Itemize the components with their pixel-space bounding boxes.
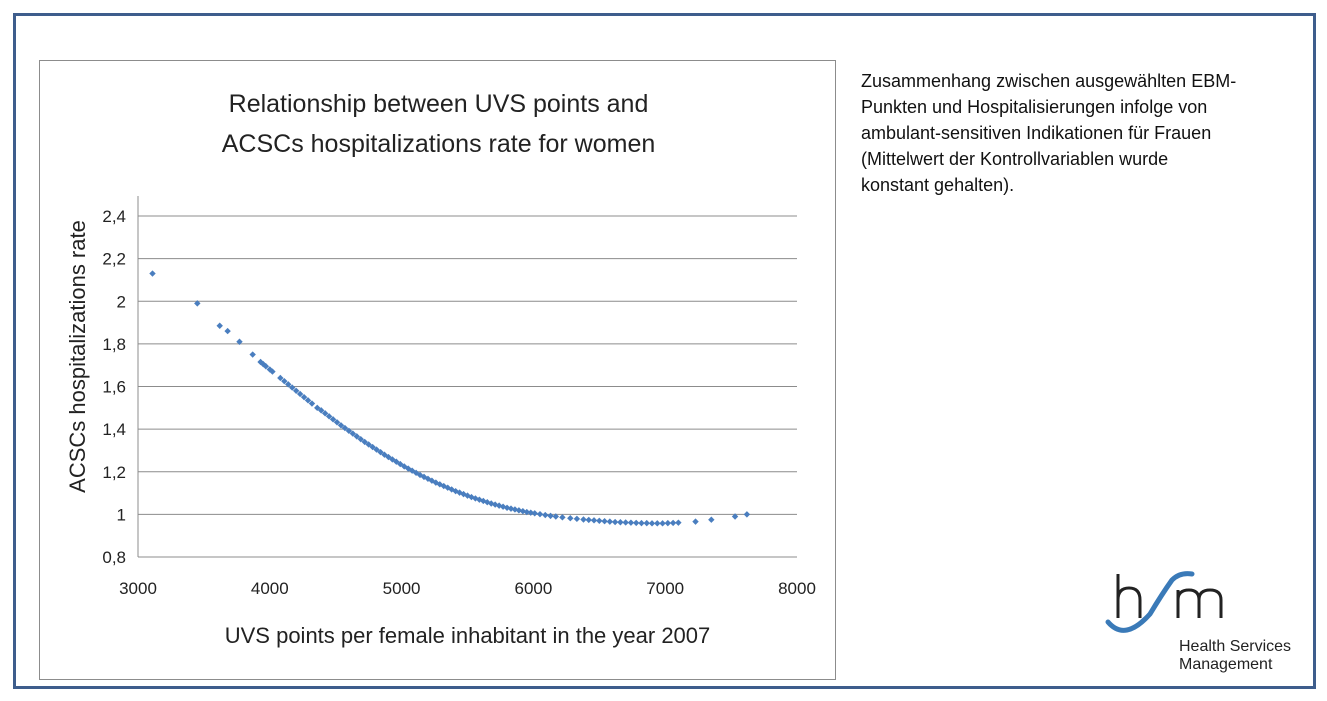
data-point — [515, 507, 523, 514]
data-point — [369, 443, 376, 451]
data-point — [536, 510, 544, 518]
y-axis-label: ACSCs hospitalizations rate — [65, 220, 90, 493]
description-line: (Mittelwert der Kontrollvariablen wurde — [861, 149, 1169, 169]
data-point — [692, 518, 699, 525]
data-point — [308, 400, 316, 407]
y-tick-label: 2,4 — [102, 207, 126, 226]
data-point — [345, 427, 353, 435]
data-point — [314, 404, 321, 412]
chart-title-line-2: ACSCs hospitalizations rate for women — [221, 130, 656, 158]
data-point — [349, 430, 357, 437]
data-point — [194, 300, 201, 307]
data-point — [361, 438, 368, 446]
data-point — [627, 519, 635, 526]
data-point — [341, 424, 349, 432]
data-point — [552, 513, 560, 520]
data-point — [216, 322, 223, 329]
data-point — [659, 520, 666, 527]
data-point — [622, 519, 629, 526]
x-tick-label: 8000 — [778, 579, 816, 598]
description-text: Zusammenhang zwischen ausgewählten EBM- … — [861, 68, 1301, 198]
data-point — [149, 270, 156, 277]
data-point — [249, 351, 256, 358]
data-point — [547, 512, 554, 520]
y-tick-label: 1,2 — [102, 463, 126, 482]
data-point — [708, 516, 715, 523]
x-tick-label: 7000 — [646, 579, 684, 598]
x-tick-label: 4000 — [251, 579, 289, 598]
y-tick-label: 1,8 — [102, 335, 126, 354]
data-point — [596, 517, 603, 524]
data-point — [633, 519, 640, 527]
data-point — [743, 511, 751, 518]
data-point — [262, 363, 270, 370]
data-point — [601, 517, 608, 525]
logo-text-line-1: Health Services — [1179, 638, 1292, 655]
description-line: Zusammenhang zwischen ausgewählten EBM- — [861, 71, 1237, 91]
chart-panel: Relationship between UVS points and ACSC… — [39, 60, 836, 680]
y-tick-label: 2,2 — [102, 250, 126, 269]
y-tick-label: 1,6 — [102, 378, 126, 397]
data-point — [590, 517, 598, 524]
data-point — [318, 407, 325, 414]
data-point — [236, 338, 243, 345]
data-point — [606, 518, 614, 525]
description-line: konstant gehalten). — [861, 175, 1015, 195]
x-tick-label: 6000 — [514, 579, 552, 598]
data-point — [567, 515, 574, 522]
data-point — [664, 519, 672, 527]
data-point — [337, 422, 345, 429]
data-point — [304, 397, 312, 404]
hsm-logo: Health Services Management — [1100, 566, 1310, 678]
data-point — [377, 448, 384, 456]
chart-title-line-1: Relationship between UVS points and — [228, 90, 649, 118]
y-tick-label: 2 — [117, 292, 126, 311]
data-point — [277, 374, 284, 382]
data-point — [643, 519, 650, 527]
data-point — [224, 327, 231, 335]
data-point — [669, 519, 677, 527]
data-point — [573, 515, 581, 523]
data-point — [289, 384, 296, 391]
data-point — [585, 516, 592, 524]
data-point — [365, 441, 372, 448]
hsm-logo-mark — [1105, 571, 1223, 633]
description-line: Punkten und Hospitalisierungen infolge v… — [861, 97, 1208, 117]
y-tick-label: 1 — [117, 505, 126, 524]
data-point — [531, 510, 538, 517]
data-point — [373, 446, 380, 453]
data-point — [580, 516, 587, 523]
data-point — [285, 381, 292, 388]
data-point — [357, 435, 364, 443]
data-point — [638, 519, 645, 527]
data-point — [559, 514, 566, 521]
x-tick-label: 3000 — [119, 579, 157, 598]
data-point — [731, 513, 739, 520]
y-tick-label: 1,4 — [102, 420, 126, 439]
y-tick-label: 0,8 — [102, 548, 126, 567]
data-point — [321, 410, 329, 417]
data-point — [300, 393, 308, 401]
data-point — [325, 413, 333, 420]
x-axis-label: UVS points per female inhabitant in the … — [225, 623, 711, 648]
data-point — [542, 511, 549, 519]
x-tick-label: 5000 — [383, 579, 421, 598]
data-point — [269, 368, 276, 375]
data-point — [333, 419, 341, 426]
data-point — [329, 416, 337, 423]
data-point — [617, 519, 624, 526]
data-point — [353, 433, 360, 440]
logo-text-line-2: Management — [1179, 656, 1273, 673]
description-line: ambulant-sensitiven Indikationen für Fra… — [861, 123, 1212, 143]
data-point — [675, 519, 682, 526]
scatter-plot: 0,8 1 1,2 1,4 1,6 1,8 2 2,2 2,4 3000 4000 5000 6000 7… — [65, 196, 816, 648]
data-point — [296, 390, 304, 398]
data-point — [611, 518, 619, 526]
